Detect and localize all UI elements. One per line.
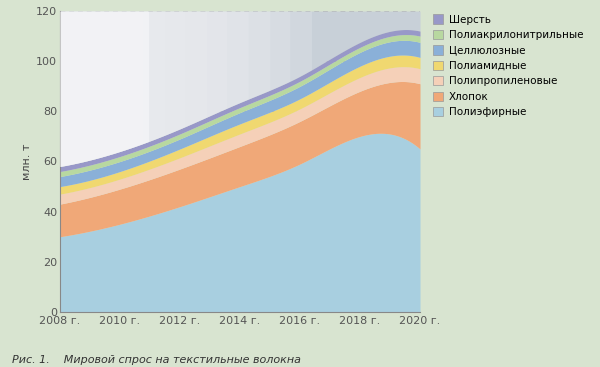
Text: Рис. 1.    Мировой спрос на текстильные волокна: Рис. 1. Мировой спрос на текстильные вол… [12,355,301,365]
Y-axis label: млн. т: млн. т [22,143,32,180]
Legend: Шерсть, Полиакрилонитрильные, Целлюлозные, Полиамидные, Полипропиленовые, Хлопок: Шерсть, Полиакрилонитрильные, Целлюлозны… [429,10,587,121]
